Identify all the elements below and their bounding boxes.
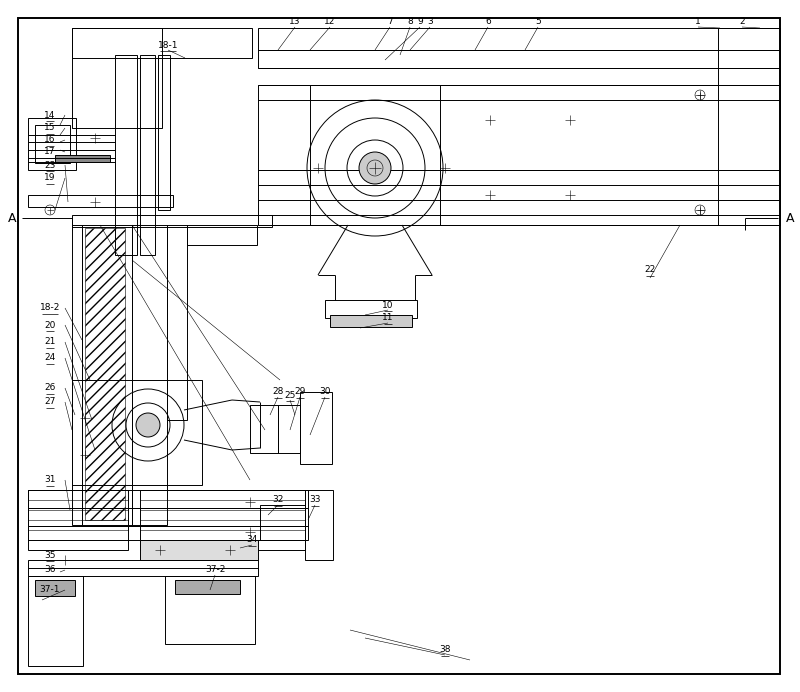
Text: 37-2: 37-2 [205, 565, 225, 574]
Bar [28, 508, 308, 526]
Bar [72, 380, 202, 485]
Circle shape [136, 413, 160, 437]
Text: 37-1: 37-1 [40, 585, 60, 594]
Text: 24: 24 [44, 354, 56, 363]
Text: 15: 15 [44, 123, 56, 132]
Text: 1: 1 [695, 17, 701, 26]
Text: 32: 32 [272, 495, 284, 504]
Text: 38: 38 [439, 646, 450, 655]
Bar [28, 576, 83, 666]
Text: 8: 8 [407, 17, 413, 26]
Bar [325, 300, 417, 318]
Text: 5: 5 [535, 17, 541, 26]
Text: 2: 2 [739, 17, 745, 26]
Bar [158, 55, 170, 210]
Text: 23: 23 [44, 161, 56, 170]
Text: 20: 20 [44, 320, 56, 329]
Text: 3: 3 [427, 17, 433, 26]
Text: 31: 31 [44, 475, 56, 484]
Text: 34: 34 [246, 536, 258, 545]
Bar [140, 540, 258, 560]
Bar [28, 490, 308, 508]
Bar [718, 28, 780, 225]
Text: 21: 21 [44, 338, 56, 347]
Bar [258, 85, 780, 170]
Text: 12: 12 [324, 17, 336, 26]
Text: 30: 30 [319, 388, 330, 397]
Bar [310, 85, 440, 225]
Bar [28, 490, 128, 550]
Bar [167, 225, 187, 420]
Bar [72, 28, 162, 128]
Bar [330, 315, 412, 327]
Text: 17: 17 [44, 147, 56, 156]
Bar [28, 118, 76, 170]
Bar [132, 225, 167, 525]
Bar [140, 490, 305, 550]
Bar [187, 225, 257, 245]
Text: 9: 9 [417, 17, 423, 26]
Bar [72, 28, 252, 58]
Text: 18-2: 18-2 [40, 304, 60, 313]
Text: 7: 7 [387, 17, 393, 26]
Bar [72, 225, 82, 525]
Text: 22: 22 [644, 266, 656, 275]
Bar [300, 392, 332, 464]
Bar [115, 55, 137, 255]
Text: 27: 27 [44, 397, 56, 406]
Text: 18-1: 18-1 [158, 41, 178, 50]
Text: 16: 16 [44, 136, 56, 145]
Text: 14: 14 [44, 111, 56, 120]
Bar [250, 405, 278, 453]
Text: 19: 19 [44, 174, 56, 183]
Text: 25: 25 [284, 390, 296, 399]
Bar [72, 215, 272, 227]
Text: 11: 11 [382, 313, 394, 322]
Bar [258, 170, 780, 225]
Polygon shape [85, 228, 125, 520]
Text: 6: 6 [485, 17, 491, 26]
Bar [55, 155, 110, 162]
Text: A: A [8, 212, 16, 224]
Text: 28: 28 [272, 388, 284, 397]
Bar [28, 560, 258, 576]
Text: 26: 26 [44, 383, 56, 392]
Text: 29: 29 [294, 388, 306, 397]
Bar [28, 526, 308, 540]
Bar [82, 225, 132, 525]
Bar [175, 580, 240, 594]
Bar [165, 576, 255, 644]
Text: 36: 36 [44, 565, 56, 574]
Text: 10: 10 [382, 300, 394, 309]
Bar [35, 580, 75, 596]
Bar [35, 125, 70, 163]
Text: 33: 33 [310, 495, 321, 504]
Bar [258, 28, 780, 50]
Circle shape [359, 152, 391, 184]
Text: 13: 13 [290, 17, 301, 26]
Bar [140, 55, 155, 255]
Bar [258, 50, 780, 68]
Bar [28, 195, 173, 207]
Text: A: A [786, 212, 794, 224]
Bar [260, 505, 305, 540]
Bar [305, 490, 333, 560]
Text: 35: 35 [44, 551, 56, 560]
Bar [278, 405, 300, 453]
